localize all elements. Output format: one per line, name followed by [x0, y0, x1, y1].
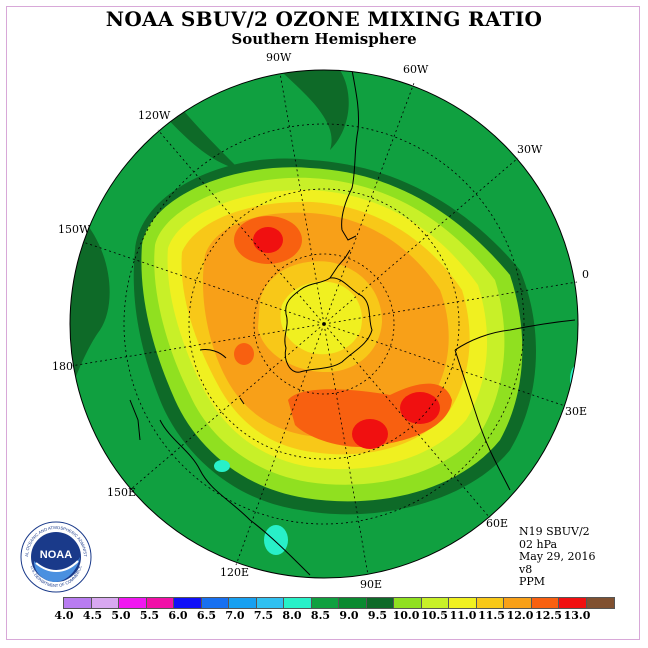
colorbar-tick-label: 9.0	[339, 609, 359, 622]
colorbar-swatch	[256, 598, 284, 608]
colorbar-tick-label: 6.5	[196, 609, 217, 622]
colorbar-swatch	[449, 598, 477, 608]
lon-label-90w: 90W	[266, 51, 292, 64]
noaa-logo: NOAA NATIONAL OCEANIC AND ATMOSPHERIC AD…	[20, 521, 92, 593]
info-block: N19 SBUV/2 02 hPa May 29, 2016 v8 PPM	[519, 525, 596, 589]
colorbar-tick-label: 6.0	[168, 609, 188, 622]
colorbar-swatch	[229, 598, 257, 608]
colorbar-tick-label: 11.0	[449, 609, 477, 622]
colorbar-swatch	[64, 598, 92, 608]
colorbar-swatch	[531, 598, 559, 608]
noaa-logo-text: NOAA	[40, 549, 72, 561]
colorbar-swatch	[284, 598, 312, 608]
colorbar-swatch	[119, 598, 147, 608]
contour-12p5-c	[352, 419, 388, 449]
colorbar	[63, 597, 615, 609]
colorbar-tick-label: 7.5	[253, 609, 274, 622]
contour-8p0-c	[570, 364, 578, 396]
lon-label-90e: 90E	[360, 578, 383, 591]
graticule	[70, 72, 578, 576]
colorbar-swatch	[146, 598, 174, 608]
version-label: v8	[519, 562, 533, 576]
colorbar-swatch	[476, 598, 504, 608]
lon-label-0: 0	[582, 268, 589, 281]
coastlines	[129, 70, 576, 576]
instrument-label: N19 SBUV/2	[519, 525, 590, 538]
colorbar-tick-label: 11.5	[478, 609, 505, 622]
contour-9p0-north	[280, 70, 349, 150]
date-label: May 29, 2016	[519, 550, 596, 564]
contour-12p5-a	[253, 227, 283, 253]
colorbar-tick-label: 12.0	[506, 609, 534, 622]
lon-label-180: 180	[52, 360, 73, 373]
colorbar-tick-label: 10.0	[392, 609, 420, 622]
pressure-label: 02 hPa	[519, 537, 558, 551]
colorbar-tick-label: 5.5	[139, 609, 160, 622]
colorbar-swatch	[559, 598, 587, 608]
map-title: NOAA SBUV/2 OZONE MIXING RATIO	[105, 7, 543, 31]
lon-label-150e: 150E	[107, 486, 137, 499]
colorbar-tick-label: 7.0	[225, 609, 245, 622]
lon-label-60e: 60E	[486, 517, 509, 530]
lon-label-150w: 150W	[58, 223, 91, 236]
colorbar-swatch	[394, 598, 422, 608]
lon-label-120e: 120E	[220, 566, 250, 579]
colorbar-swatch	[366, 598, 394, 608]
colorbar-tick-label: 8.5	[310, 609, 331, 622]
figure-frame	[6, 6, 640, 640]
map-subtitle: Southern Hemisphere	[231, 30, 417, 48]
colorbar-tick-label: 13.0	[563, 609, 591, 622]
contour-12p0-d	[234, 343, 254, 365]
colorbar-swatch	[339, 598, 367, 608]
contour-12p5-b	[400, 392, 440, 424]
colorbar-tick-label: 4.5	[82, 609, 103, 622]
map-boundary	[69, 69, 579, 579]
units-label: PPM	[519, 575, 546, 589]
colorbar-tick-label: 4.0	[54, 609, 74, 622]
contour-10p5-pole	[280, 281, 362, 355]
contour-8p0-a	[214, 460, 230, 472]
lon-label-60w: 60W	[403, 63, 429, 76]
colorbar-tick-label: 5.0	[111, 609, 131, 622]
colorbar-tick-label: 9.5	[367, 609, 388, 622]
colorbar-tick-label: 10.5	[421, 609, 448, 622]
lon-label-120w: 120W	[138, 109, 171, 122]
colorbar-tick-label: 12.5	[535, 609, 562, 622]
colorbar-swatch	[311, 598, 339, 608]
colorbar-swatch	[91, 598, 119, 608]
colorbar-swatch	[174, 598, 202, 608]
colorbar-tick-label: 8.0	[282, 609, 302, 622]
lon-label-30e: 30E	[565, 405, 588, 418]
colorbar-swatch	[504, 598, 532, 608]
colorbar-swatch	[201, 598, 229, 608]
colorbar-swatch	[586, 598, 614, 608]
lon-label-30w: 30W	[517, 143, 543, 156]
colorbar-swatch	[421, 598, 449, 608]
